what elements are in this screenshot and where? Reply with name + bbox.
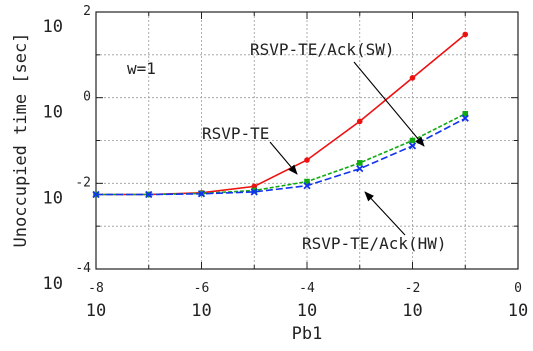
data-point bbox=[304, 157, 310, 163]
x-tick-exponent: 0 bbox=[514, 281, 522, 296]
annotation-rsvp-te-ack-hw-arrow bbox=[364, 191, 406, 236]
data-point bbox=[409, 75, 416, 81]
annotation-rsvp-te-ack-sw: RSVP-TE/Ack(SW) bbox=[250, 40, 395, 59]
x-tick-exponent: -4 bbox=[299, 281, 315, 296]
annotations: w=1 RSVP-TE RSVP-TE/Ack(SW) RSVP-TE/Ack(… bbox=[127, 40, 447, 253]
annotation-rsvp-te: RSVP-TE bbox=[202, 124, 269, 143]
x-tick-exponent: -8 bbox=[88, 281, 104, 296]
y-tick-base: 10 bbox=[43, 188, 63, 208]
x-tick-label: 10-6 bbox=[191, 281, 211, 321]
data-point bbox=[304, 178, 310, 185]
x-tick-base: 10 bbox=[402, 301, 422, 321]
x-tick-base: 10 bbox=[191, 301, 211, 321]
y-tick-label: 10 -2 bbox=[43, 175, 91, 208]
x-tick-exponent: -2 bbox=[405, 281, 421, 296]
x-tick-label: 10-8 bbox=[86, 281, 106, 321]
annotation-w: w=1 bbox=[127, 59, 156, 78]
data-point bbox=[251, 187, 258, 194]
annotation-rsvp-te-ack-hw: RSVP-TE/Ack(HW) bbox=[302, 234, 447, 253]
y-tick-label: 10 2 bbox=[43, 4, 91, 37]
data-point bbox=[461, 114, 469, 122]
annotation-rsvp-te-ack-sw-arrow bbox=[353, 61, 425, 147]
data-point bbox=[303, 182, 311, 190]
axis-ticks bbox=[95, 11, 519, 270]
x-axis-label: Pb1 bbox=[292, 324, 323, 344]
annotation-rsvp-te-arrow bbox=[269, 141, 298, 175]
y-tick-base: 10 bbox=[43, 17, 63, 37]
data-point bbox=[409, 137, 416, 144]
data-point bbox=[356, 165, 364, 173]
data-point bbox=[197, 190, 206, 198]
x-tick-exponent: -6 bbox=[194, 281, 210, 296]
x-tick-label: 100 bbox=[508, 281, 528, 321]
y-tick-exponent: -4 bbox=[75, 261, 91, 276]
data-point bbox=[145, 190, 153, 199]
y-axis-label: Unoccupied time [sec] bbox=[11, 33, 31, 248]
series-layer bbox=[92, 31, 469, 199]
data-point bbox=[462, 111, 469, 117]
series-rsvp-te-ack-hw bbox=[92, 114, 469, 199]
data-point bbox=[356, 118, 363, 125]
data-point bbox=[250, 188, 258, 196]
x-tick-label: 10-2 bbox=[402, 281, 422, 321]
x-tick-label: 10-4 bbox=[297, 281, 317, 321]
y-tick-label: 10 0 bbox=[43, 90, 91, 123]
x-tick-base: 10 bbox=[86, 301, 106, 321]
data-point bbox=[462, 31, 469, 38]
y-tick-base: 10 bbox=[43, 103, 63, 123]
y-tick-base: 10 bbox=[43, 274, 63, 294]
y-tick-exponent: 2 bbox=[83, 4, 91, 19]
x-tick-base: 10 bbox=[297, 301, 317, 321]
data-point bbox=[92, 190, 100, 199]
y-tick-exponent: -2 bbox=[75, 175, 91, 190]
y-tick-exponent: 0 bbox=[83, 90, 91, 105]
y-tick-label: 10 -4 bbox=[43, 261, 92, 294]
data-point bbox=[408, 142, 417, 150]
series-line-rsvp-te-ack-hw bbox=[96, 117, 466, 196]
data-point bbox=[356, 160, 363, 166]
x-tick-base: 10 bbox=[508, 301, 528, 321]
